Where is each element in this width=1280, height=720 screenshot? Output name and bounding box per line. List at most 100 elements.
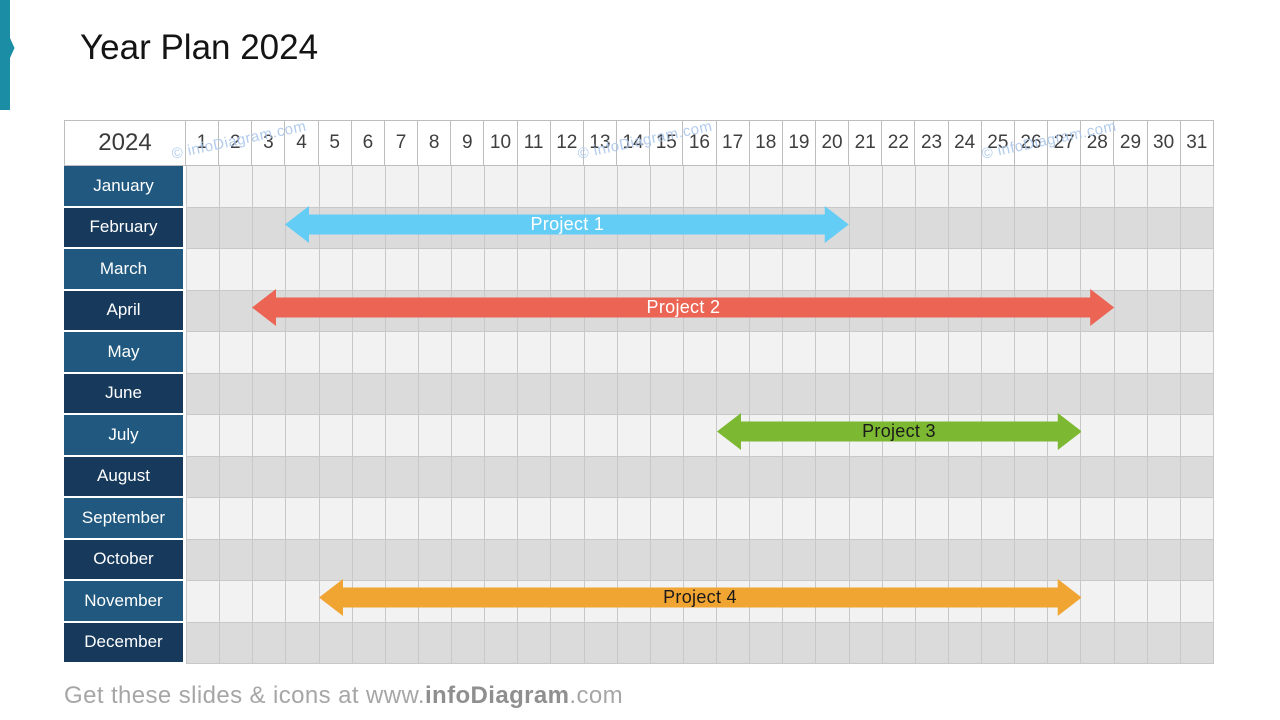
accent-shape (0, 0, 15, 110)
day-cell (982, 207, 1016, 248)
day-cell (1181, 415, 1214, 456)
day-cell (286, 166, 320, 207)
day-cell (916, 539, 949, 580)
day-cell (419, 456, 452, 497)
day-grid-strip (186, 249, 1214, 291)
day-cell (518, 456, 552, 497)
day-cell (850, 332, 883, 373)
month-label-cell: June (64, 373, 186, 415)
day-cell (1115, 207, 1148, 248)
day-cell (253, 373, 287, 414)
day-cell (982, 498, 1016, 539)
day-cell (982, 373, 1016, 414)
day-header-cell: 15 (650, 121, 684, 165)
day-cell (1048, 249, 1082, 290)
day-cell (1115, 456, 1148, 497)
day-cell (353, 498, 386, 539)
year-header-cell: 2024 (64, 121, 186, 165)
month-row: August (64, 456, 1214, 498)
double-arrow-icon (252, 288, 1115, 326)
day-cell (585, 498, 618, 539)
day-cell (386, 498, 419, 539)
day-cell (1081, 456, 1115, 497)
day-cell (452, 166, 486, 207)
day-header-cell: 16 (683, 121, 717, 165)
day-cell (816, 373, 850, 414)
day-cell (1115, 249, 1148, 290)
month-row: January (64, 166, 1214, 208)
footer-prefix: Get these slides & icons at www. (64, 682, 425, 709)
day-cell (1081, 332, 1115, 373)
day-cell (1015, 456, 1049, 497)
day-cell (419, 166, 452, 207)
project-arrow-label: Project 2 (646, 296, 721, 317)
footer-brand[interactable]: infoDiagram (424, 682, 570, 709)
footer-note: Get these slides & icons at www.infoDiag… (64, 682, 623, 710)
day-header-cell: 13 (584, 121, 618, 165)
day-cell (750, 332, 784, 373)
day-cell (916, 622, 949, 663)
day-cell (1115, 498, 1148, 539)
footer-suffix: .com (569, 682, 623, 709)
day-cell (518, 373, 552, 414)
day-cell (949, 456, 982, 497)
project-arrow-label: Project 3 (862, 421, 936, 442)
day-cell (187, 622, 221, 663)
day-cell (419, 332, 452, 373)
day-cell (1181, 290, 1214, 331)
day-cell (419, 249, 452, 290)
day-cell (916, 249, 949, 290)
day-cell (220, 581, 254, 622)
day-header-cell: 6 (352, 121, 385, 165)
day-cell (783, 456, 817, 497)
day-cell (485, 498, 519, 539)
day-cell (1148, 166, 1181, 207)
day-cell (1048, 622, 1082, 663)
day-cell (551, 539, 585, 580)
day-cell (1048, 166, 1082, 207)
day-cell (783, 498, 817, 539)
day-cell (816, 622, 850, 663)
day-cell (286, 581, 320, 622)
day-cell (518, 415, 552, 456)
day-cell (187, 373, 221, 414)
day-cell (452, 456, 486, 497)
day-cell (1081, 415, 1115, 456)
day-header-cell: 17 (717, 121, 750, 165)
day-cell (750, 539, 784, 580)
day-cell (187, 456, 221, 497)
day-cell (1115, 332, 1148, 373)
day-cell (585, 332, 618, 373)
day-cell (1181, 207, 1214, 248)
day-cell (1081, 290, 1115, 331)
day-cell (419, 539, 452, 580)
day-cell (1115, 373, 1148, 414)
day-cell (386, 415, 419, 456)
day-cell (452, 415, 486, 456)
day-cell (750, 373, 784, 414)
day-cell (220, 332, 254, 373)
day-cell (286, 415, 320, 456)
day-cell (253, 166, 287, 207)
day-header-cell: 25 (982, 121, 1015, 165)
day-cell (717, 166, 751, 207)
day-cell (618, 166, 651, 207)
day-grid-strip (186, 166, 1214, 208)
day-cell (717, 498, 751, 539)
month-label-cell: July (64, 415, 186, 457)
day-cell (485, 332, 519, 373)
day-cell (253, 415, 287, 456)
month-row: September (64, 498, 1214, 540)
day-cell (353, 539, 386, 580)
day-cell (850, 166, 883, 207)
day-cell (452, 622, 486, 663)
day-cell (816, 498, 850, 539)
day-cell (717, 456, 751, 497)
day-cell (1015, 622, 1049, 663)
day-cell (949, 373, 982, 414)
day-cell (1048, 415, 1082, 456)
day-cell (551, 249, 585, 290)
day-cell (816, 249, 850, 290)
day-grid-strip (186, 498, 1214, 540)
month-row: July (64, 415, 1214, 457)
